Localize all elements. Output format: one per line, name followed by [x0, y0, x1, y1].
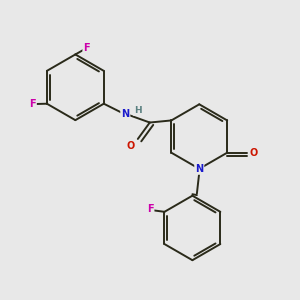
Text: N: N — [121, 109, 129, 119]
Text: F: F — [83, 43, 90, 53]
Text: O: O — [126, 141, 134, 152]
Text: O: O — [250, 148, 258, 158]
Text: N: N — [195, 164, 203, 174]
Text: F: F — [147, 204, 154, 214]
Text: F: F — [29, 99, 36, 109]
Text: H: H — [134, 106, 142, 115]
